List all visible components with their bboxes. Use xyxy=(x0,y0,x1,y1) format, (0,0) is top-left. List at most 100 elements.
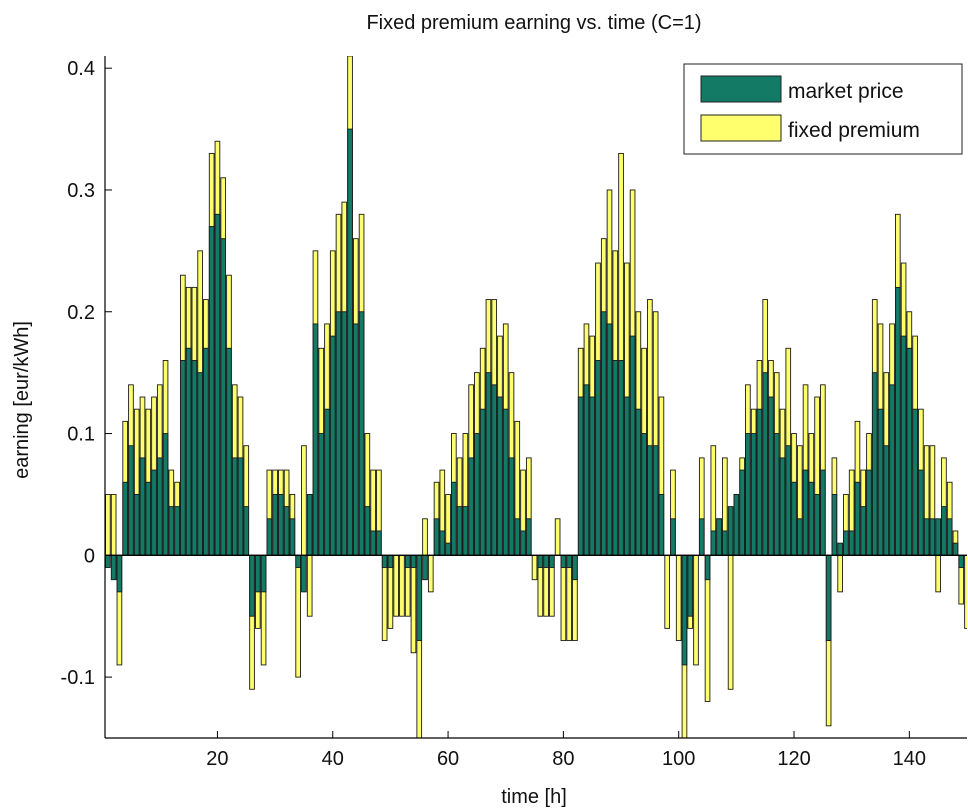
bar-market-price xyxy=(537,554,544,568)
bar-market-price xyxy=(162,433,169,556)
bar-market-price xyxy=(243,506,250,556)
bar-market-price xyxy=(595,360,601,556)
bar-market-price xyxy=(370,530,376,556)
bar-market-price xyxy=(681,554,688,666)
bar-market-price xyxy=(871,372,878,556)
bar-market-price xyxy=(652,445,659,556)
bar-fixed-premium xyxy=(566,554,572,642)
bar-market-price xyxy=(600,311,607,556)
legend-swatch-market-price xyxy=(700,75,782,103)
bar-market-price xyxy=(698,518,705,556)
bar-market-price xyxy=(791,481,797,556)
bar-market-price xyxy=(185,347,192,556)
bar-market-price xyxy=(220,238,227,556)
bar-market-price xyxy=(560,554,567,568)
bar-market-price xyxy=(266,518,273,556)
axes-layer: 20 40 60 80 100 120 140 -0.1 0 0.1 0.2 0.3 0.4 xyxy=(61,56,967,770)
bar-market-price xyxy=(324,408,330,556)
x-tick-label: 20 xyxy=(206,748,228,770)
bar-market-price xyxy=(589,396,596,556)
bar-market-price xyxy=(422,554,428,581)
bar-market-price xyxy=(952,542,959,556)
bar-market-price xyxy=(237,457,244,556)
bar-market-price xyxy=(958,554,965,568)
bar-market-price xyxy=(445,542,451,556)
bar-fixed-premium xyxy=(110,493,117,556)
bar-market-price xyxy=(474,433,480,556)
bar-market-price xyxy=(733,493,740,556)
bar-market-price xyxy=(825,554,832,642)
y-tick-label: 0.2 xyxy=(67,302,95,324)
bar-fixed-premium xyxy=(664,554,670,629)
bar-market-price xyxy=(347,128,353,556)
bar-market-price xyxy=(341,311,348,556)
bar-market-price xyxy=(514,518,521,556)
bar-market-price xyxy=(635,408,642,556)
bar-market-price xyxy=(168,506,175,556)
bar-market-price xyxy=(226,347,232,556)
bar-market-price xyxy=(145,481,152,556)
bar-market-price xyxy=(128,445,134,556)
bar-market-price xyxy=(381,554,388,568)
bar-market-price xyxy=(843,530,849,556)
bar-fixed-premium xyxy=(554,518,561,556)
chart-title: Fixed premium earning vs. time (C=1) xyxy=(366,12,701,34)
bar-market-price xyxy=(283,506,290,556)
y-axis-label: earning [eur/kWh] xyxy=(11,321,33,479)
bar-market-price xyxy=(762,372,769,556)
bar-market-price xyxy=(854,481,861,556)
bar-market-price xyxy=(479,408,486,556)
bar-market-price xyxy=(848,530,855,556)
x-tick-label: 140 xyxy=(893,748,926,770)
bar-market-price xyxy=(105,554,111,568)
bar-market-price xyxy=(802,469,809,556)
bar-market-price xyxy=(451,481,457,556)
bar-market-price xyxy=(358,311,365,556)
bar-fixed-premium xyxy=(295,554,301,678)
legend-label-market-price: market price xyxy=(788,80,904,103)
bar-market-price xyxy=(387,554,394,568)
bar-market-price xyxy=(647,445,653,556)
bar-market-price xyxy=(727,506,734,556)
bar-market-price xyxy=(278,493,284,556)
bar-market-price xyxy=(208,226,215,556)
legend-swatch-fixed-premium xyxy=(700,114,782,142)
bar-market-price xyxy=(410,554,417,568)
bar-market-price xyxy=(260,554,267,593)
bar-market-price xyxy=(641,433,647,556)
bar-market-price xyxy=(174,506,180,556)
bar-fixed-premium xyxy=(306,554,313,617)
legend: market price fixed premium xyxy=(683,63,963,155)
bar-fixed-premium xyxy=(727,554,734,690)
bar-market-price xyxy=(485,372,492,556)
bar-market-price xyxy=(497,396,503,556)
bar-market-price xyxy=(249,554,255,617)
bar-market-price xyxy=(739,469,745,556)
bar-market-price xyxy=(935,518,941,556)
bar-market-price xyxy=(785,445,792,556)
bar-market-price xyxy=(364,506,371,556)
bar-market-price xyxy=(583,384,590,556)
x-tick-label: 120 xyxy=(777,748,810,770)
bar-market-price xyxy=(376,530,382,556)
bar-market-price xyxy=(433,518,440,556)
bar-market-price xyxy=(254,554,261,593)
bar-market-price xyxy=(203,347,209,556)
x-tick-label: 100 xyxy=(662,748,695,770)
bar-market-price xyxy=(549,554,555,568)
bar-market-price xyxy=(918,469,924,556)
bar-market-price xyxy=(894,286,901,556)
bar-market-price xyxy=(139,457,146,556)
bar-market-price xyxy=(116,554,123,593)
bar-market-price xyxy=(353,323,359,556)
bar-market-price xyxy=(722,530,728,556)
bar-market-price xyxy=(197,372,203,556)
y-tick-label: 0.1 xyxy=(67,424,95,446)
bar-market-price xyxy=(866,469,872,556)
bar-market-price xyxy=(837,542,843,556)
bar-market-price xyxy=(745,433,751,556)
bar-market-price xyxy=(670,518,676,556)
bar-market-price xyxy=(923,518,930,556)
bar-market-price xyxy=(468,457,474,556)
bar-market-price xyxy=(312,323,319,556)
